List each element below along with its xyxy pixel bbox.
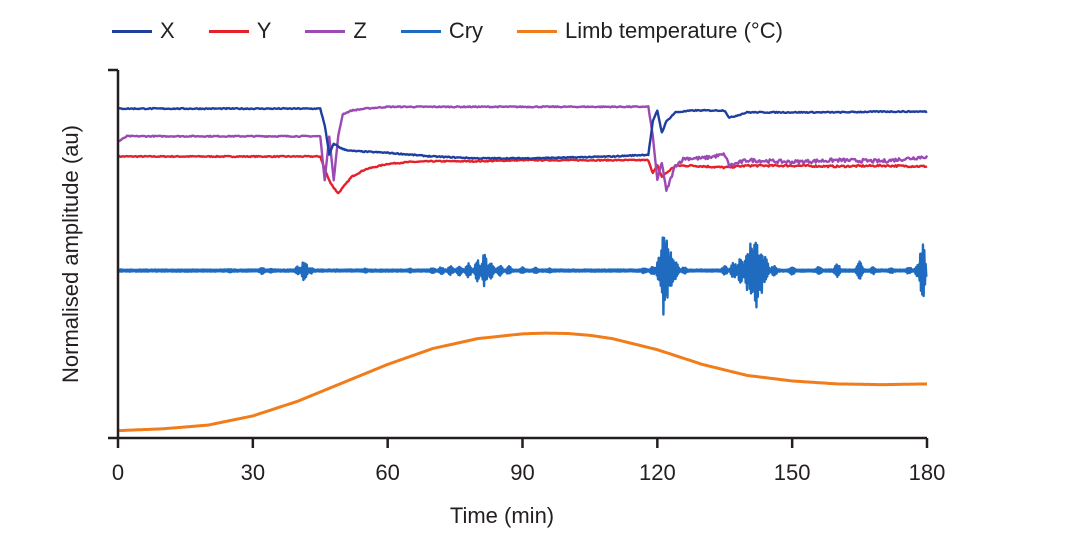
legend-label-cry: Cry bbox=[448, 18, 484, 43]
legend: X Y Z Cry Limb temperature (°C) bbox=[112, 18, 817, 44]
series-line-limb-temperature-c bbox=[117, 331, 928, 433]
series-line-x bbox=[117, 106, 928, 161]
legend-swatch-limb-temperature bbox=[517, 29, 558, 33]
legend-item-x: X bbox=[112, 18, 175, 44]
x-tick-label-30: 30 bbox=[241, 460, 265, 485]
legend-label-z: Z bbox=[353, 18, 367, 43]
legend-item-cry: Cry bbox=[400, 18, 484, 44]
x-tick-label-90: 90 bbox=[510, 460, 534, 485]
legend-swatch-y bbox=[208, 29, 249, 33]
x-axis-label: Time (min) bbox=[450, 503, 554, 528]
legend-item-z: Z bbox=[305, 18, 367, 44]
x-tick-label-0: 0 bbox=[112, 460, 124, 485]
legend-swatch-x bbox=[112, 29, 152, 33]
x-ticks: 0 30 60 90 120 150 180 bbox=[112, 438, 945, 485]
x-tick-label-150: 150 bbox=[774, 460, 811, 485]
legend-swatch-cry bbox=[400, 29, 441, 33]
series-line-z bbox=[117, 105, 929, 192]
legend-item-y: Y bbox=[208, 18, 272, 44]
x-tick-label-60: 60 bbox=[375, 460, 399, 485]
legend-label-y: Y bbox=[256, 18, 272, 43]
legend-label-limb-temperature: Limb temperature (°C) bbox=[565, 18, 783, 43]
series-line-y bbox=[117, 154, 928, 195]
series-line-cry bbox=[116, 236, 928, 316]
legend-item-limb-temperature: Limb temperature (°C) bbox=[517, 18, 783, 44]
legend-label-x: X bbox=[160, 18, 175, 43]
x-tick-label-120: 120 bbox=[639, 460, 676, 485]
x-tick-label-180: 180 bbox=[909, 460, 946, 485]
y-axis-label: Normalised amplitude (au) bbox=[58, 125, 83, 383]
series-layer bbox=[116, 105, 929, 433]
legend-swatch-z bbox=[305, 29, 346, 33]
